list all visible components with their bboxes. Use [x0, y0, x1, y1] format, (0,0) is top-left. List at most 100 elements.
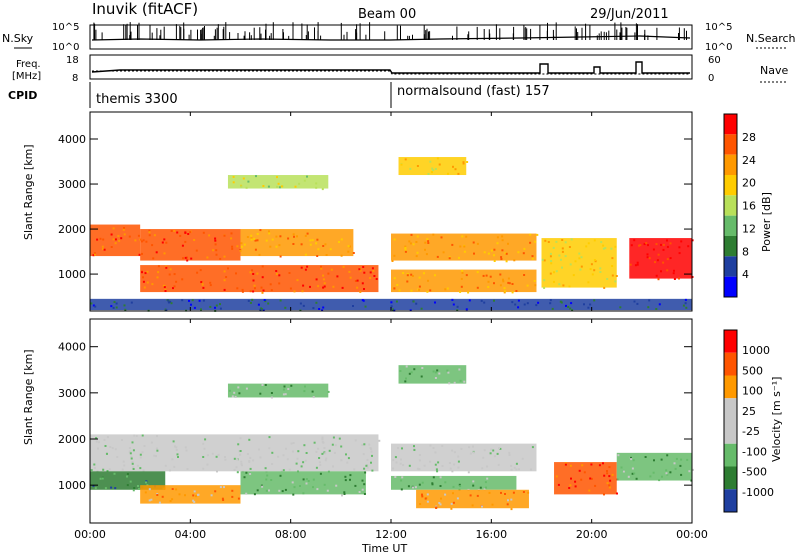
power-cell: [268, 232, 271, 235]
power-cell: [202, 231, 205, 234]
power-cell: [526, 302, 529, 305]
power-cell: [191, 299, 194, 302]
power-cell: [432, 233, 435, 236]
power-cell: [682, 304, 685, 307]
velocity-cell: [690, 479, 693, 482]
velocity-cell: [195, 495, 197, 498]
velocity-cell: [358, 491, 361, 493]
power-cell: [499, 284, 502, 287]
power-cell: [409, 167, 412, 170]
velocity-cell: [446, 369, 449, 372]
power-cell: [196, 271, 199, 274]
power-cell: [330, 268, 333, 271]
velocity-cell: [490, 448, 493, 451]
velocity-cell: [215, 455, 218, 458]
velocity-cell: [210, 494, 213, 497]
velocity-cell: [452, 485, 455, 488]
velocity-cell: [413, 368, 416, 371]
power-cell: [406, 273, 409, 276]
power-cell: [633, 300, 636, 303]
velocity-cell: [418, 454, 421, 456]
velocity-colorbar-swatch: [724, 330, 737, 353]
power-cell: [579, 268, 582, 271]
power-cell: [390, 301, 393, 304]
velocity-cell: [631, 472, 634, 475]
velocity-cell: [129, 452, 132, 455]
power-cell: [214, 243, 217, 246]
power-cell: [560, 258, 562, 261]
power-cell: [240, 245, 243, 248]
velocity-cell: [482, 456, 485, 459]
power-cell: [543, 286, 546, 289]
velocity-cell: [184, 494, 186, 497]
velocity-cell: [326, 489, 329, 492]
power-cell: [329, 248, 332, 251]
velocity-cell: [315, 450, 318, 453]
power-band-4: [140, 265, 379, 293]
velocity-cell: [321, 441, 324, 443]
power-cell: [289, 287, 292, 290]
velocity-colorbar-tick: 25: [742, 405, 756, 418]
power-cell: [243, 243, 246, 246]
power-cell: [214, 237, 217, 240]
velocity-cell: [361, 488, 364, 491]
velocity-cell: [458, 483, 461, 486]
velocity-cell: [439, 503, 442, 506]
power-cell: [410, 233, 413, 236]
velocity-cell: [568, 487, 571, 489]
power-cell: [654, 261, 656, 264]
velocity-cell: [471, 504, 474, 507]
power-cell: [300, 266, 303, 269]
power-cell: [309, 285, 311, 288]
velocity-cell: [343, 493, 346, 495]
power-cell: [461, 271, 464, 274]
power-cell: [185, 256, 188, 259]
power-cell: [594, 260, 597, 263]
velocity-cell: [486, 465, 489, 468]
power-cell: [531, 257, 534, 260]
velocity-cell: [313, 441, 316, 444]
power-cell: [261, 276, 264, 279]
velocity-cell: [186, 468, 189, 470]
power-cell: [508, 282, 511, 285]
velocity-cell: [278, 489, 281, 492]
power-cell: [163, 238, 166, 241]
power-cell: [231, 247, 234, 250]
power-cell: [249, 290, 252, 293]
power-panel: 1000 2000 3000 4000 Slant Range [km] 28 24 20…: [22, 111, 773, 312]
power-colorbar-tick: 16: [742, 200, 756, 213]
velocity-cell: [581, 464, 584, 467]
power-cell: [599, 267, 602, 270]
power-cell: [593, 239, 596, 242]
power-cell: [306, 175, 308, 178]
velocity-ytick-label: 1000: [58, 479, 86, 492]
velocity-cell: [408, 464, 411, 467]
power-cell: [544, 239, 547, 242]
power-cell: [656, 259, 659, 262]
power-cell: [264, 300, 267, 303]
power-cell: [202, 299, 205, 302]
velocity-cell: [508, 453, 511, 456]
velocity-cell: [131, 461, 134, 463]
power-cell: [193, 239, 196, 241]
power-cell: [590, 263, 593, 266]
power-cell: [578, 257, 581, 260]
velocity-yticks: 1000 2000 3000 4000: [58, 341, 692, 492]
power-cell: [669, 242, 672, 245]
velocity-cell: [144, 491, 147, 494]
power-cell: [611, 265, 614, 267]
freq-frame: [89, 54, 693, 80]
power-cell: [327, 272, 330, 275]
velocity-cell: [311, 390, 314, 393]
velocity-cell: [323, 447, 326, 449]
velocity-cell: [282, 388, 285, 391]
velocity-cell: [206, 454, 209, 457]
power-cell: [583, 303, 585, 306]
velocity-colorbar-tick: 1000: [742, 344, 770, 357]
power-cell: [610, 247, 613, 250]
power-cell: [322, 306, 325, 309]
power-cell: [660, 243, 662, 246]
velocity-cell: [318, 461, 321, 464]
power-cell: [316, 255, 319, 257]
power-cell: [429, 160, 432, 163]
